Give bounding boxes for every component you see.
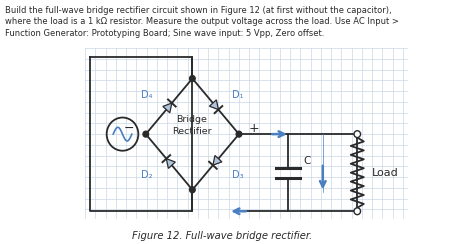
Circle shape [190, 187, 195, 193]
Text: +: + [248, 122, 259, 135]
Text: Figure 12. Full-wave bridge rectifier.: Figure 12. Full-wave bridge rectifier. [132, 231, 312, 241]
Polygon shape [210, 100, 219, 110]
Text: where the load is a 1 kΩ resistor. Measure the output voltage across the load. U: where the load is a 1 kΩ resistor. Measu… [5, 18, 399, 27]
Text: D₃: D₃ [232, 170, 244, 180]
Text: Load: Load [372, 168, 399, 178]
Circle shape [190, 76, 195, 81]
Text: Bridge
Rectifier: Bridge Rectifier [172, 115, 211, 136]
Polygon shape [213, 155, 222, 165]
Text: D₂: D₂ [141, 170, 152, 180]
Circle shape [236, 131, 242, 137]
Text: Function Generator: Prototyping Board; Sine wave input: 5 Vpp, Zero offset.: Function Generator: Prototyping Board; S… [5, 29, 325, 38]
Polygon shape [166, 159, 175, 168]
Text: Build the full-wave bridge rectifier circuit shown in Figure 12 (at first withou: Build the full-wave bridge rectifier cir… [5, 6, 392, 15]
Polygon shape [163, 103, 172, 113]
Circle shape [143, 131, 148, 137]
Text: D₁: D₁ [232, 90, 244, 100]
Text: D₄: D₄ [141, 90, 152, 100]
Text: C: C [303, 156, 310, 166]
Circle shape [354, 131, 361, 138]
Text: −: − [124, 122, 135, 135]
Circle shape [354, 208, 361, 215]
